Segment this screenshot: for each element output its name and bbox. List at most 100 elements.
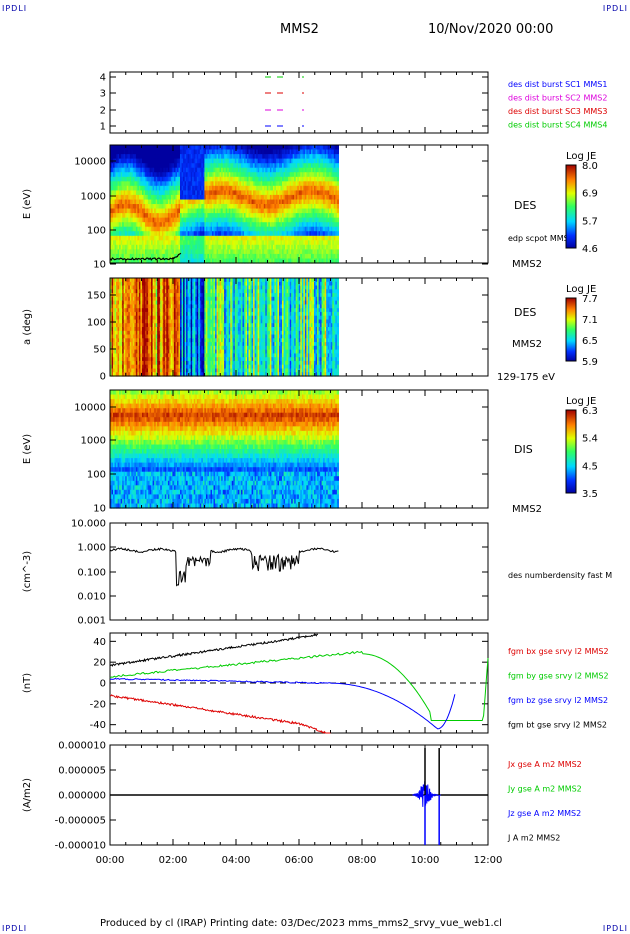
spectrogram-cell [236,226,239,232]
spectrogram-cell [205,194,208,200]
spectrogram-cell [259,167,262,173]
spectrogram-cell [181,213,184,219]
spectrogram-cell [154,208,157,214]
spectrogram-cell [140,226,143,232]
spectrogram-cell [163,258,166,264]
spectrogram-cell [276,244,279,250]
spectrogram-cell [323,172,326,178]
spectrogram-cell [114,190,117,196]
spectrogram-cell [280,249,283,255]
spectrogram-cell [245,163,248,169]
spectrogram-cell [265,217,268,223]
spectrogram-cell [135,190,138,196]
spectrogram-cell [239,194,242,200]
spectrogram-cell [155,244,158,250]
spectrogram-cell [323,244,326,250]
spectrogram-cell [224,213,227,219]
spectrogram-cell [317,235,320,241]
spectrogram-cell [285,158,288,164]
spectrogram-cell [145,149,148,155]
spectrogram-cell [288,181,291,187]
spectrogram-cell [205,253,208,259]
spectrogram-cell [269,240,272,246]
spectrogram-cell [212,258,215,264]
spectrogram-cell [111,330,114,336]
spectrogram-cell [269,258,272,264]
spectrogram-cell [307,145,310,151]
spectrogram-cell [154,204,157,210]
spectrogram-cell [311,163,314,169]
spectrogram-cell [248,204,251,210]
spectrogram-cell [335,145,338,151]
spectrogram-cell [307,244,310,250]
spectrogram-cell [276,208,279,214]
spectrogram-cell [228,154,231,160]
spectrogram-cell [134,208,137,214]
spectrogram-cell [123,167,126,173]
spectrogram-cell [318,154,321,160]
spectrogram-cell [309,258,312,264]
spectrogram-cell [311,222,314,228]
spectrogram-cell [292,158,295,164]
spectrogram-cell [192,204,195,210]
spectrogram-cell [219,249,222,255]
spectrogram-cell [323,176,326,182]
spectrogram-cell [326,163,329,169]
spectrogram-cell [292,172,295,178]
spectrogram-cell [288,217,291,223]
spectrogram-cell [148,199,151,205]
spectrogram-cell [279,163,282,169]
spectrogram-cell [266,208,269,214]
spectrogram-cell [253,226,256,232]
spectrogram-cell [113,163,116,169]
spectrogram-cell [173,240,176,246]
spectrogram-cell [204,199,207,205]
spectrogram-cell [126,167,129,173]
spectrogram-cell [213,217,216,223]
spectrogram-cell [157,194,160,200]
spectrogram-cell [215,231,218,237]
spectrogram-cell [166,185,169,191]
spectrogram-cell [204,176,207,182]
spectrogram-cell [251,217,254,223]
spectrogram-cell [117,181,120,187]
spectrogram-cell [250,199,253,205]
spectrogram-cell [274,163,277,169]
spectrogram-cell [288,176,291,182]
spectrogram-cell [184,235,187,241]
spectrogram-cell [301,222,304,228]
spectrogram-cell [239,253,242,259]
spectrogram-cell [157,231,160,237]
spectrogram-cell [210,158,213,164]
spectrogram-cell [307,163,310,169]
spectrogram-cell [207,158,210,164]
spectrogram-cell [271,181,274,187]
spectrogram-cell [154,253,157,259]
spectrogram-cell [167,240,170,246]
spectrogram-cell [283,258,286,264]
spectrogram-cell [114,149,117,155]
spectrogram-cell [288,185,291,191]
spectrogram-cell [189,235,192,241]
spectrogram-cell [295,185,298,191]
spectrogram-cell [225,154,228,160]
spectrogram-cell [143,199,146,205]
spectrogram-cell [140,167,143,173]
spectrogram-cell [178,231,181,237]
spectrogram-cell [122,145,125,151]
spectrogram-cell [161,249,164,255]
spectrogram-cell [312,253,315,259]
spectrogram-cell [173,258,176,264]
spectrogram-cell [280,258,283,264]
spectrogram-cell [309,226,312,232]
spectrogram-cell [268,253,271,259]
spectrogram-cell [304,149,307,155]
spectrogram-cell [207,181,210,187]
spectrogram-cell [209,190,212,196]
spectrogram-cell [219,167,222,173]
spectrogram-cell [303,185,306,191]
spectrogram-cell [298,158,301,164]
spectrogram-cell [173,226,176,232]
spectrogram-cell [167,145,170,151]
spectrogram-cell [336,249,339,255]
